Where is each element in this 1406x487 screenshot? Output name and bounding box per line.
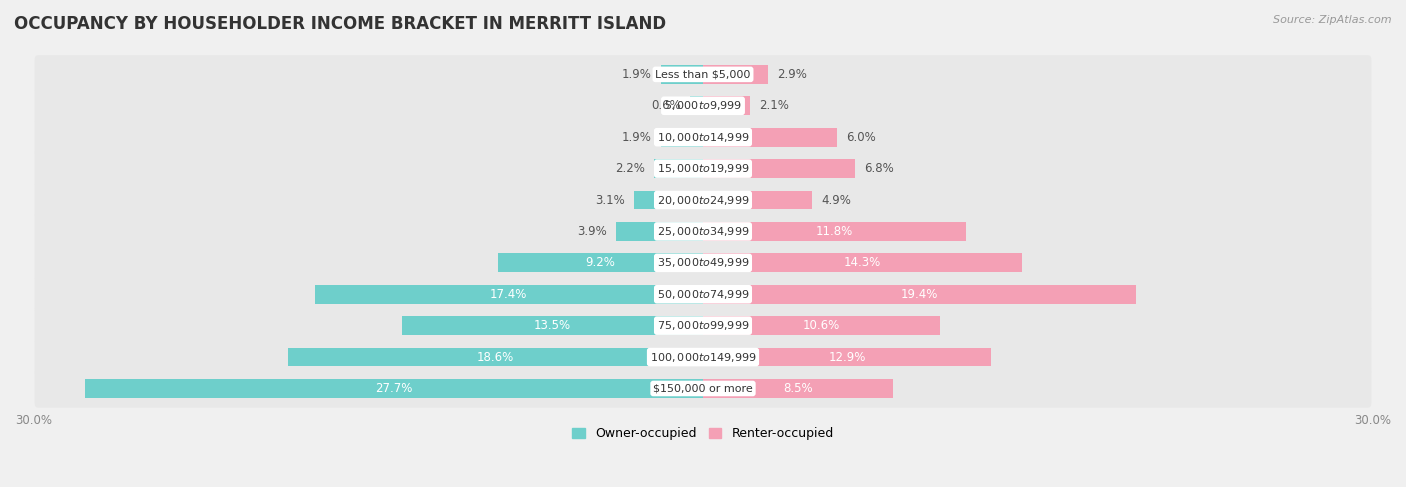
Text: 19.4%: 19.4% xyxy=(901,288,938,301)
Bar xyxy=(689,96,703,115)
Text: 1.9%: 1.9% xyxy=(621,68,651,81)
Bar xyxy=(654,159,703,178)
Text: 3.1%: 3.1% xyxy=(595,193,624,206)
Bar xyxy=(315,285,703,304)
Text: Less than $5,000: Less than $5,000 xyxy=(655,69,751,79)
Text: $10,000 to $14,999: $10,000 to $14,999 xyxy=(657,131,749,144)
Text: 6.0%: 6.0% xyxy=(846,131,876,144)
Text: 2.1%: 2.1% xyxy=(759,99,789,112)
Bar xyxy=(703,222,966,241)
Bar xyxy=(661,65,703,84)
Bar xyxy=(84,379,703,398)
FancyBboxPatch shape xyxy=(35,118,1371,156)
Text: 3.9%: 3.9% xyxy=(578,225,607,238)
Text: 0.6%: 0.6% xyxy=(651,99,681,112)
Text: $50,000 to $74,999: $50,000 to $74,999 xyxy=(657,288,749,301)
Bar xyxy=(703,96,749,115)
Text: 4.9%: 4.9% xyxy=(821,193,851,206)
Text: 10.6%: 10.6% xyxy=(803,319,839,332)
Text: 13.5%: 13.5% xyxy=(534,319,571,332)
Text: 2.9%: 2.9% xyxy=(776,68,807,81)
Text: 6.8%: 6.8% xyxy=(863,162,893,175)
FancyBboxPatch shape xyxy=(35,55,1371,94)
FancyBboxPatch shape xyxy=(35,150,1371,188)
FancyBboxPatch shape xyxy=(35,369,1371,408)
Text: OCCUPANCY BY HOUSEHOLDER INCOME BRACKET IN MERRITT ISLAND: OCCUPANCY BY HOUSEHOLDER INCOME BRACKET … xyxy=(14,15,666,33)
FancyBboxPatch shape xyxy=(35,244,1371,282)
Bar xyxy=(703,285,1136,304)
Text: $15,000 to $19,999: $15,000 to $19,999 xyxy=(657,162,749,175)
Text: $35,000 to $49,999: $35,000 to $49,999 xyxy=(657,256,749,269)
Bar xyxy=(703,348,991,367)
Text: 2.2%: 2.2% xyxy=(614,162,645,175)
Bar xyxy=(703,316,939,335)
Text: $5,000 to $9,999: $5,000 to $9,999 xyxy=(664,99,742,112)
FancyBboxPatch shape xyxy=(35,87,1371,125)
Text: 1.9%: 1.9% xyxy=(621,131,651,144)
Text: Source: ZipAtlas.com: Source: ZipAtlas.com xyxy=(1274,15,1392,25)
Text: $100,000 to $149,999: $100,000 to $149,999 xyxy=(650,351,756,364)
Text: 8.5%: 8.5% xyxy=(783,382,813,395)
Text: 11.8%: 11.8% xyxy=(815,225,853,238)
Bar xyxy=(288,348,703,367)
Text: 14.3%: 14.3% xyxy=(844,256,882,269)
FancyBboxPatch shape xyxy=(35,338,1371,376)
Bar xyxy=(703,128,837,147)
Text: 27.7%: 27.7% xyxy=(375,382,412,395)
Text: 18.6%: 18.6% xyxy=(477,351,515,364)
Bar xyxy=(703,253,1022,272)
Text: 9.2%: 9.2% xyxy=(585,256,616,269)
FancyBboxPatch shape xyxy=(35,212,1371,251)
Text: 17.4%: 17.4% xyxy=(491,288,527,301)
Legend: Owner-occupied, Renter-occupied: Owner-occupied, Renter-occupied xyxy=(568,422,838,445)
Bar xyxy=(402,316,703,335)
Bar xyxy=(703,379,893,398)
Bar xyxy=(703,65,768,84)
FancyBboxPatch shape xyxy=(35,181,1371,219)
Text: $20,000 to $24,999: $20,000 to $24,999 xyxy=(657,193,749,206)
Bar xyxy=(661,128,703,147)
Bar xyxy=(703,159,855,178)
Bar xyxy=(634,190,703,209)
Bar xyxy=(616,222,703,241)
Bar xyxy=(498,253,703,272)
FancyBboxPatch shape xyxy=(35,306,1371,345)
Text: 12.9%: 12.9% xyxy=(828,351,866,364)
Text: $25,000 to $34,999: $25,000 to $34,999 xyxy=(657,225,749,238)
Bar xyxy=(703,190,813,209)
FancyBboxPatch shape xyxy=(35,275,1371,314)
Text: $150,000 or more: $150,000 or more xyxy=(654,383,752,393)
Text: $75,000 to $99,999: $75,000 to $99,999 xyxy=(657,319,749,332)
